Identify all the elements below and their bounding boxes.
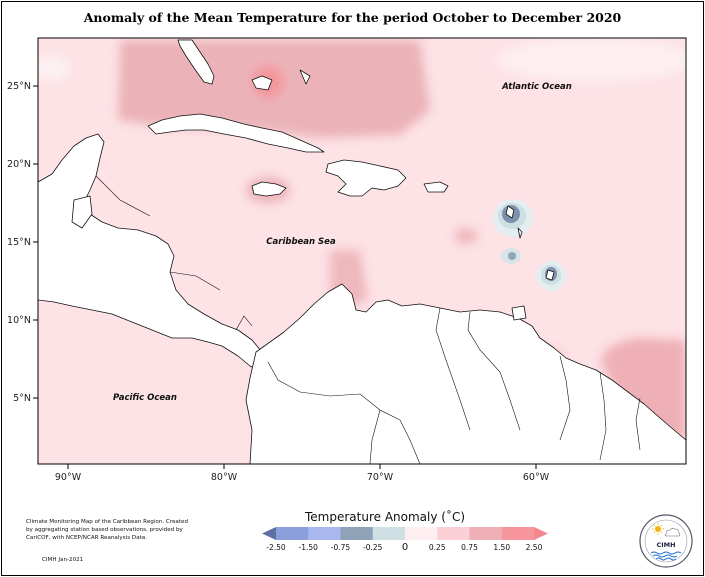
legend-tick-label: 0.25 <box>429 543 446 552</box>
map-border <box>37 37 687 465</box>
legend-swatch <box>501 527 535 540</box>
lat-tick-label: 25°N <box>7 81 31 92</box>
map-title: Anomaly of the Mean Temperature for the … <box>83 10 622 25</box>
legend-swatch <box>276 527 309 540</box>
legend-swatch <box>405 527 438 540</box>
country-borders <box>95 175 641 464</box>
land-yucatan <box>71 195 93 229</box>
land-jamaica <box>251 181 287 197</box>
legend-arrow-high <box>534 527 548 540</box>
land-martinique <box>517 227 523 239</box>
lon-tick-label: 90°W <box>55 472 82 483</box>
legend-swatch <box>437 527 470 540</box>
legend-title: Temperature Anomaly (˚C) <box>304 510 466 524</box>
anomaly-zone-east-caribbean <box>454 228 478 244</box>
land-guadeloupe <box>505 205 515 219</box>
legend-tick-label: -2.50 <box>266 543 286 552</box>
anomaly-pale-west <box>38 56 70 80</box>
land-masses <box>38 39 686 464</box>
lat-tick-label: 5°N <box>13 393 31 404</box>
label-caribbean-sea: Caribbean Sea <box>266 237 336 247</box>
legend-tick-label: -0.25 <box>363 543 383 552</box>
legend-tick-label: 0.75 <box>461 543 478 552</box>
label-atlantic-ocean: Atlantic Ocean <box>501 82 572 92</box>
legend-tick-label: 1.50 <box>493 543 510 552</box>
legend-swatch <box>340 527 374 540</box>
latitude-axis: 25°N 20°N 15°N 10°N 5°N <box>7 81 38 404</box>
legend-tick-label: -1.50 <box>299 543 319 552</box>
legend-tick-label: 0 <box>402 542 408 553</box>
logo-label: CIMH <box>656 541 675 549</box>
legend-swatch <box>308 527 341 540</box>
lon-tick-label: 60°W <box>523 472 550 483</box>
land-bahamas <box>251 75 273 91</box>
lon-tick-label: 70°W <box>367 472 394 483</box>
anomaly-pale-atlantic <box>496 38 686 82</box>
lat-tick-label: 15°N <box>7 237 31 248</box>
land-hispaniola <box>325 159 407 197</box>
legend-swatch <box>372 527 406 540</box>
land-trinidad <box>511 305 527 321</box>
legend-tick-label: -0.75 <box>331 543 351 552</box>
land-puerto-rico <box>423 181 449 193</box>
longitude-axis: 90°W 80°W 70°W 60°W <box>55 464 550 483</box>
lon-tick-label: 80°W <box>211 472 238 483</box>
temperature-legend: -2.50 -1.50 -0.75 -0.25 0 0.25 0.75 1.50 2.50 <box>262 527 548 553</box>
credit-date: CIMH Jan-2021 <box>42 557 84 563</box>
credit-text: Climate Monitoring Map of the Caribbean … <box>26 519 189 541</box>
land-cuba <box>147 113 325 153</box>
land-barbados <box>545 269 555 281</box>
legend-tick-label: 2.50 <box>526 543 543 552</box>
waves-icon <box>650 551 682 561</box>
cloud-icon <box>664 527 681 537</box>
anomaly-zone-guianas <box>600 338 686 440</box>
legend-swatch <box>469 527 503 540</box>
land-bahamas-2 <box>299 69 311 85</box>
sun-icon <box>652 523 664 535</box>
legend-arrow-low <box>262 527 276 540</box>
land-central-america <box>38 133 269 373</box>
land-florida <box>177 39 215 85</box>
lat-tick-label: 10°N <box>7 315 31 326</box>
lat-tick-label: 20°N <box>7 159 31 170</box>
cimh-logo: CIMH <box>639 514 693 568</box>
label-pacific-ocean: Pacific Ocean <box>113 393 177 403</box>
